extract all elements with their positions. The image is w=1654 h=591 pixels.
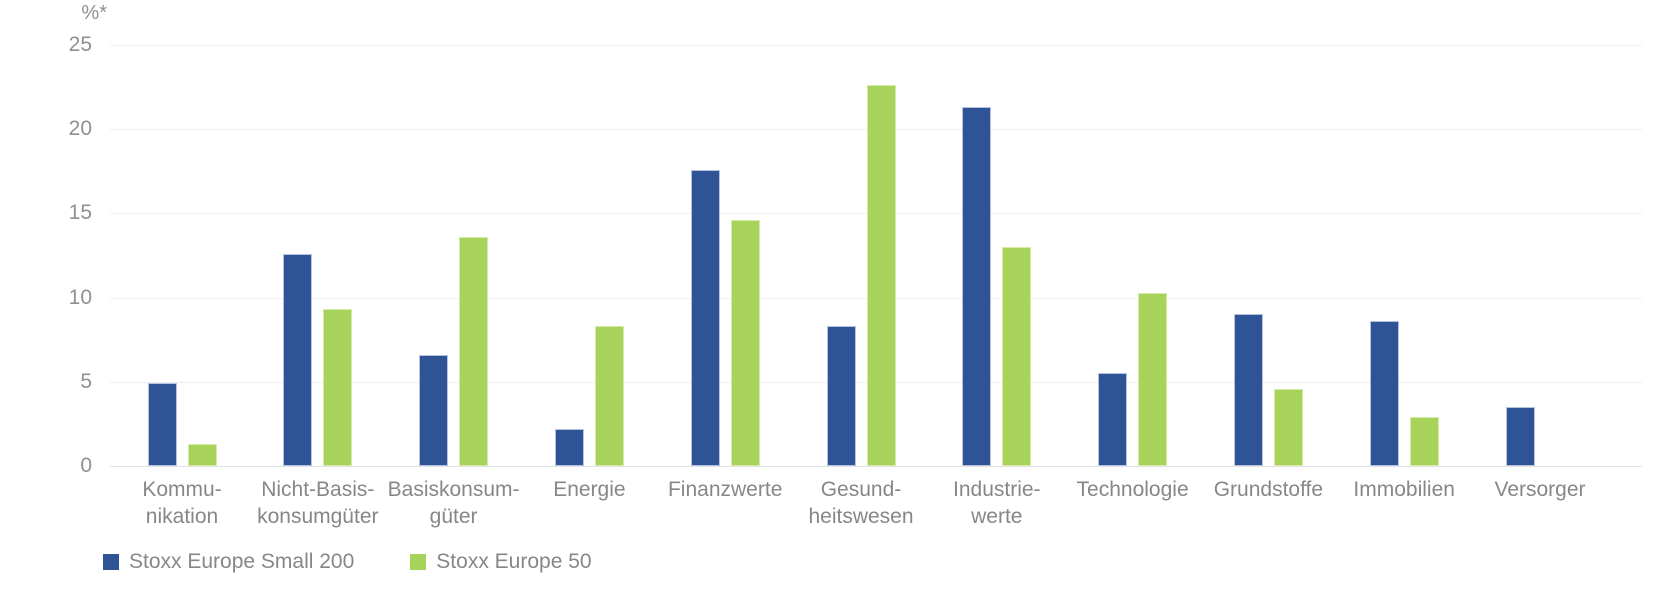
x-category-label-4: Energie — [553, 478, 626, 501]
bar-stoxx-europe-small-200-3 — [419, 354, 449, 466]
x-category-label-9: Grundstoffe — [1213, 478, 1324, 501]
bar-stoxx-europe-50-4 — [594, 326, 624, 466]
x-category-label-7: Industrie- werte — [953, 478, 1041, 528]
bar-stoxx-europe-50-10 — [1409, 417, 1439, 466]
legend-swatch-blue — [103, 554, 119, 570]
bar-stoxx-europe-small-200-9 — [1233, 314, 1263, 466]
bar-stoxx-europe-small-200-2 — [283, 253, 313, 466]
bar-stoxx-europe-small-200-4 — [554, 428, 584, 466]
bar-stoxx-europe-small-200-5 — [690, 169, 720, 466]
y-axis-unit-label: %* — [81, 2, 107, 24]
x-category-label-10: Immobilien — [1353, 478, 1455, 501]
bar-stoxx-europe-50-3 — [459, 236, 489, 466]
chart-legend: Stoxx Europe Small 200 Stoxx Europe 50 — [103, 551, 592, 573]
x-category-label-8: Technologie — [1076, 478, 1189, 501]
x-category-label-1: Kommu- nikation — [142, 478, 222, 528]
bar-stoxx-europe-50-5 — [730, 220, 760, 466]
bar-stoxx-europe-small-200-7 — [962, 107, 992, 466]
bar-stoxx-europe-50-6 — [866, 85, 896, 466]
legend-label: Stoxx Europe 50 — [436, 550, 592, 573]
bar-stoxx-europe-small-200-11 — [1505, 407, 1535, 466]
bar-stoxx-europe-50-2 — [323, 309, 353, 466]
y-tick-label-20: 20 — [68, 117, 92, 141]
bar-stoxx-europe-50-7 — [1002, 247, 1032, 466]
bar-stoxx-europe-small-200-6 — [826, 326, 856, 466]
bar-stoxx-europe-small-200-8 — [1098, 373, 1128, 466]
bar-stoxx-europe-small-200-10 — [1369, 321, 1399, 466]
bar-stoxx-europe-50-8 — [1138, 292, 1168, 466]
bar-stoxx-europe-50-9 — [1273, 388, 1303, 466]
gridline-25 — [110, 45, 1642, 46]
x-category-label-5: Finanzwerte — [667, 478, 783, 501]
gridline-0 — [110, 466, 1642, 467]
y-tick-label-10: 10 — [68, 285, 92, 309]
legend-item-stoxx-europe-50: Stoxx Europe 50 — [410, 550, 592, 573]
legend-label: Stoxx Europe Small 200 — [129, 550, 355, 573]
x-category-label-3: Basiskonsum- güter — [387, 478, 520, 528]
x-category-label-2: Nicht-Basis- konsumgüter — [257, 478, 379, 528]
x-category-label-6: Gesund- heitswesen — [808, 478, 914, 528]
legend-swatch-green — [410, 554, 427, 570]
y-tick-label-15: 15 — [68, 201, 92, 225]
y-tick-label-25: 25 — [68, 33, 92, 56]
legend-item-stoxx-europe-small-200: Stoxx Europe Small 200 — [103, 551, 354, 573]
y-tick-label-5: 5 — [80, 369, 92, 393]
bar-stoxx-europe-50-1 — [187, 444, 217, 466]
bar-stoxx-europe-small-200-1 — [147, 383, 177, 466]
x-category-label-11: Versorger — [1494, 478, 1586, 501]
y-tick-label-0: 0 — [80, 454, 92, 477]
